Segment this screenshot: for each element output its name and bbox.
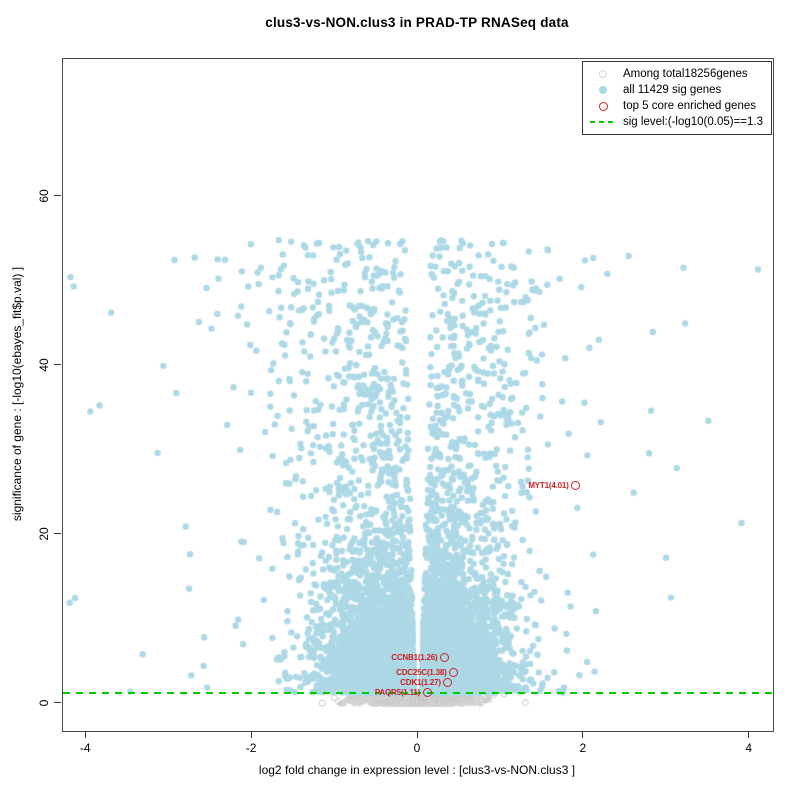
core-gene-marker-cdc25c [449, 668, 459, 678]
core-gene-label-myt1: MYT1(4.01) [528, 480, 569, 490]
core-gene-marker-paqr5 [422, 687, 432, 697]
legend-marker-open-circle-icon [583, 70, 623, 78]
x-axis-ticks: -4 -2 0 2 4 [62, 731, 772, 761]
x-tick-mark [250, 731, 252, 738]
legend-item-label: all 11429 sig genes [623, 84, 722, 96]
y-tick-label: 40 [37, 358, 51, 372]
legend-item: top 5 core enriched genes [583, 98, 763, 114]
plot-area: MYT1(4.01) CCNB1(1.26) CDC25C(1.38) CDK1(1.… [62, 58, 774, 732]
core-gene-label-ccnb1: CCNB1(1.26) [391, 652, 438, 662]
legend-item: sig level:(-log10(0.05)==1.3 [583, 114, 763, 130]
y-tick-mark [54, 364, 61, 366]
x-tick-label: -4 [79, 741, 91, 755]
significance-threshold-line [63, 691, 773, 694]
legend-marker-dashed-line-icon [583, 121, 623, 123]
legend-item: all 11429 sig genes [583, 82, 763, 98]
core-gene-label-cdk1: CDK1(1.27) [400, 678, 441, 688]
legend-box: Among total18256genes all 11429 sig genes… [582, 61, 772, 135]
y-tick-label: 0 [37, 699, 51, 707]
core-gene-marker-cdk1 [443, 678, 453, 688]
y-tick-mark [54, 195, 61, 197]
x-tick-mark [582, 731, 584, 738]
core-gene-label-cdc25c: CDC25C(1.38) [396, 668, 447, 678]
y-axis-ticks: 0 20 40 60 [0, 58, 62, 730]
y-tick-label: 20 [37, 527, 51, 541]
core-gene-marker-myt1 [571, 480, 581, 490]
x-tick-label: -2 [245, 741, 257, 755]
y-axis-label: significance of gene : [-log10(ebayes_fi… [10, 266, 24, 522]
legend-marker-filled-circle-icon [583, 86, 623, 94]
y-tick-mark [54, 702, 61, 704]
x-tick-label: 2 [579, 741, 587, 755]
core-gene-marker-ccnb1 [440, 652, 450, 662]
legend-item-label: top 5 core enriched genes [623, 100, 756, 112]
legend-item-label: Among total18256genes [623, 68, 748, 80]
x-tick-mark [748, 731, 750, 738]
x-tick-label: 4 [745, 741, 753, 755]
chart-title: clus3-vs-NON.clus3 in PRAD-TP RNASeq dat… [265, 15, 569, 30]
y-tick-mark [54, 533, 61, 535]
x-tick-mark [84, 731, 86, 738]
scatter-points-canvas [63, 59, 773, 731]
legend-marker-open-circle-red-icon [583, 101, 623, 111]
y-tick-label: 60 [37, 189, 51, 203]
x-tick-label: 0 [413, 741, 421, 755]
x-axis-label: log2 fold change in expression level : [… [258, 763, 576, 777]
x-tick-mark [416, 731, 418, 738]
core-gene-label-paqr5: PAQR5(1.11) [374, 687, 421, 697]
legend-item: Among total18256genes [583, 66, 763, 82]
legend-item-label: sig level:(-log10(0.05)==1.3 [623, 116, 763, 128]
